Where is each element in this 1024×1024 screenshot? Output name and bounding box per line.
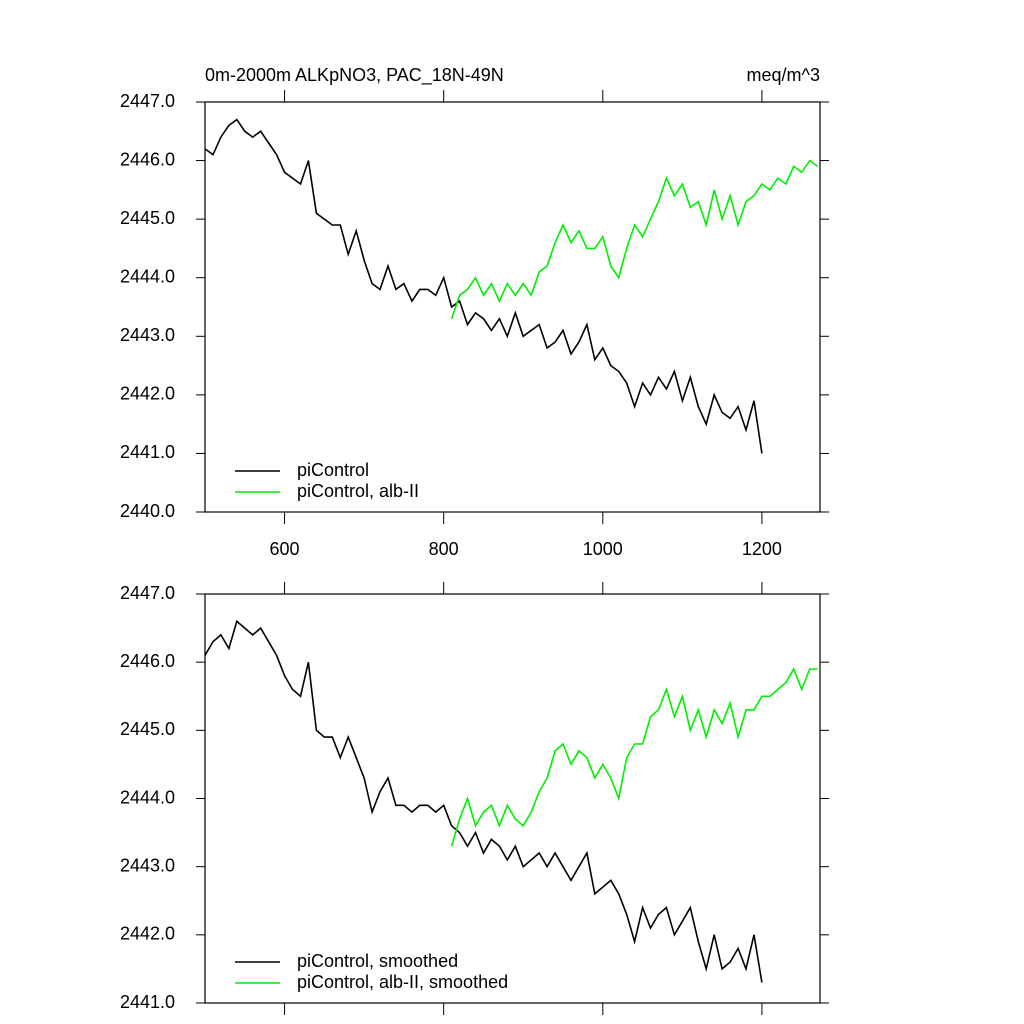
y-tick-label: 2443.0 [120,325,175,345]
data-line [450,159,819,319]
y-tick-label: 2446.0 [120,651,175,671]
y-tick-label: 2442.0 [120,924,175,944]
y-tick-label: 2445.0 [120,208,175,228]
chart-title: 0m-2000m ALKpNO3, PAC_18N-49N [205,65,504,86]
y-tick-label: 2444.0 [120,787,175,807]
data-line [450,667,818,847]
data-line [204,619,763,983]
legend-label: piControl, alb-II [297,481,419,501]
y-tick-label: 2441.0 [120,992,175,1012]
y-tick-label: 2440.0 [120,501,175,521]
x-tick-label: 600 [270,539,300,559]
y-tick-label: 2444.0 [120,266,175,286]
x-tick-label: 800 [429,539,459,559]
y-tick-label: 2446.0 [120,149,175,169]
legend-label: piControl [297,460,369,480]
y-tick-label: 2447.0 [120,583,175,603]
x-tick-label: 1000 [583,539,623,559]
y-tick-label: 2441.0 [120,442,175,462]
y-tick-label: 2442.0 [120,384,175,404]
legend-label: piControl, smoothed [297,951,458,971]
y-tick-label: 2447.0 [120,91,175,111]
units-label: meq/m^3 [747,65,820,85]
data-line [204,118,763,454]
plot-frame [204,593,821,1004]
y-tick-label: 2445.0 [120,719,175,739]
plot-frame [204,101,821,513]
y-tick-label: 2443.0 [120,855,175,875]
x-tick-label: 1200 [742,539,782,559]
legend-label: piControl, alb-II, smoothed [297,972,508,992]
